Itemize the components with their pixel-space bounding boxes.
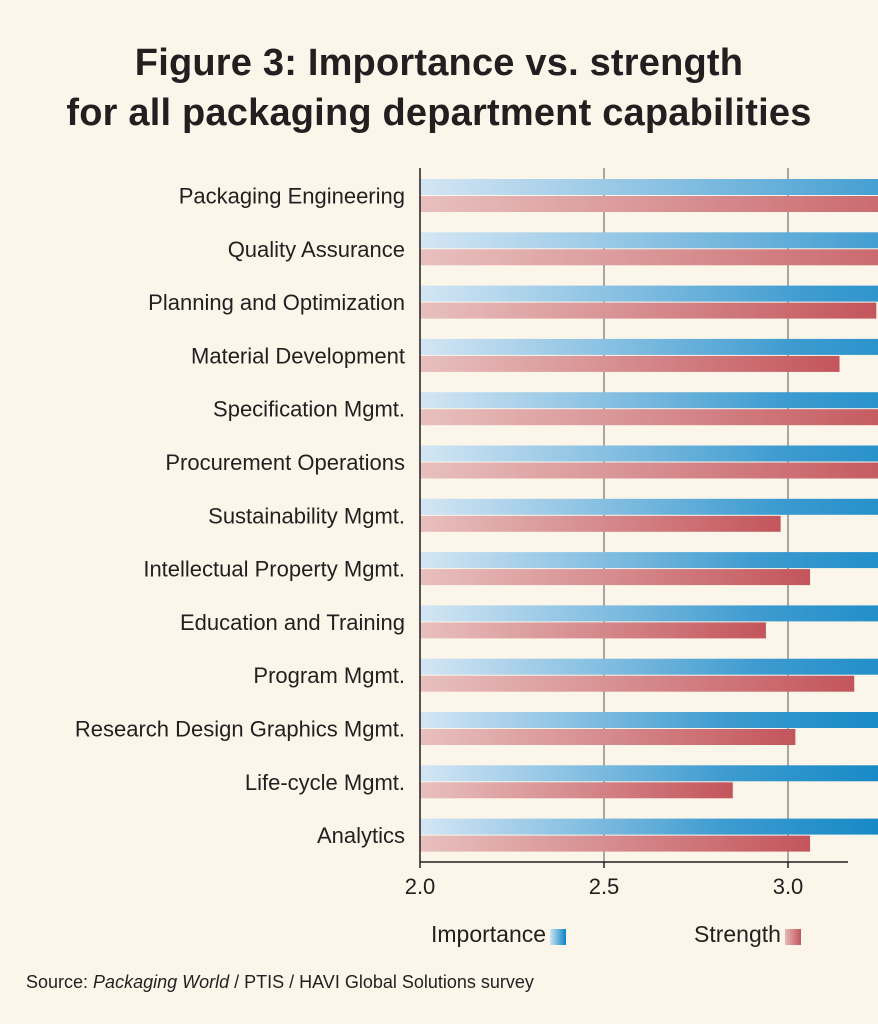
category-label-3: Planning and Optimization <box>148 290 405 315</box>
bar-importance-10 <box>420 658 878 675</box>
bar-importance-9 <box>420 605 878 622</box>
category-label-9: Education and Training <box>180 610 405 635</box>
bars <box>420 179 878 852</box>
chart-title-line2: for all packaging department capabilitie… <box>66 92 812 134</box>
category-label-12: Life-cycle Mgmt. <box>245 770 405 795</box>
x-tick-label-2.5: 2.5 <box>589 874 620 899</box>
bar-importance-6 <box>420 445 878 462</box>
category-label-6: Procurement Operations <box>165 450 405 475</box>
chart-title-line1: Figure 3: Importance vs. strength <box>134 42 744 84</box>
gridlines <box>603 168 789 862</box>
x-axis: 2.02.53.03.54.0 <box>405 168 848 899</box>
source-suffix: / PTIS / HAVI Global Solutions survey <box>229 972 534 992</box>
bar-strength-13 <box>420 835 811 852</box>
bar-strength-9 <box>420 622 766 639</box>
legend-importance: Importance <box>431 916 567 952</box>
category-label-10: Program Mgmt. <box>253 663 405 688</box>
bar-strength-2 <box>420 249 878 266</box>
bar-strength-11 <box>420 729 796 745</box>
category-labels: Packaging Engineering Quality Assurance Pl… <box>75 184 405 849</box>
bar-importance-2 <box>420 232 878 249</box>
source-prefix: Source: <box>26 972 94 992</box>
bar-importance-13 <box>420 818 878 835</box>
bar-importance-1 <box>420 179 878 195</box>
bar-importance-3 <box>420 285 878 302</box>
source-note: Source: Packaging World / PTIS / HAVI Gl… <box>26 972 534 993</box>
category-label-11: Research Design Graphics Mgmt. <box>75 717 405 742</box>
source-publication: Packaging World <box>93 972 230 992</box>
legend-strength-swatch <box>784 929 801 945</box>
bar-strength-8 <box>420 569 811 586</box>
legend-strength: Strength <box>694 916 801 952</box>
bar-strength-1 <box>420 196 878 212</box>
category-label-13: Analytics <box>317 823 405 848</box>
category-label-1: Packaging Engineering <box>179 184 405 209</box>
bar-strength-5 <box>420 409 878 426</box>
chart-title: Figure 3: Importance vs. strength for al… <box>0 38 878 138</box>
category-label-7: Sustainability Mgmt. <box>208 503 405 528</box>
bar-strength-10 <box>420 675 855 692</box>
x-tick-label-2.0: 2.0 <box>405 874 436 899</box>
x-tick-label-3.0: 3.0 <box>773 874 804 899</box>
bar-strength-4 <box>420 355 840 372</box>
category-label-5: Specification Mgmt. <box>213 397 405 422</box>
bar-importance-7 <box>420 498 878 515</box>
category-label-2: Quality Assurance <box>228 237 405 262</box>
bar-importance-5 <box>420 392 878 409</box>
category-label-8: Intellectual Property Mgmt. <box>143 557 405 582</box>
category-label-4: Material Development <box>191 343 405 368</box>
legend-strength-label: Strength <box>694 921 781 947</box>
bar-importance-8 <box>420 552 878 569</box>
bar-importance-4 <box>420 338 878 355</box>
bar-strength-12 <box>420 782 733 799</box>
legend-importance-swatch <box>550 929 567 945</box>
legend-importance-label: Importance <box>431 921 547 947</box>
bar-strength-6 <box>420 462 878 479</box>
bar-strength-3 <box>420 302 877 319</box>
bar-importance-11 <box>420 712 878 728</box>
bar-importance-12 <box>420 765 878 782</box>
bar-strength-7 <box>420 515 781 532</box>
